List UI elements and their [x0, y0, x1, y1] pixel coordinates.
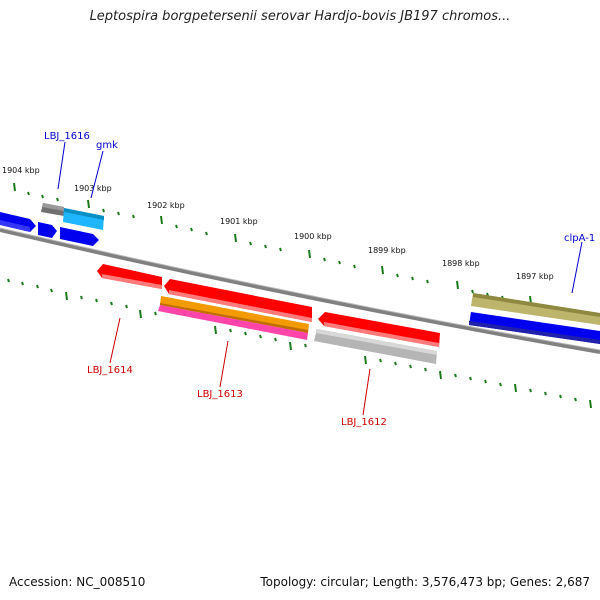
label-lbj1613[interactable]: LBJ_1613: [197, 389, 243, 400]
label-lbj1612[interactable]: LBJ_1612: [341, 417, 387, 428]
scale-label-1904: 1904 kbp: [2, 166, 40, 175]
inner-tick-ring: [7, 278, 592, 409]
scale-label-1903: 1903 kbp: [74, 184, 112, 193]
accession-text: Accession: NC_008510: [9, 575, 146, 589]
scale-labels: 1904 kbp 1903 kbp 1902 kbp 1901 kbp 1900…: [2, 166, 554, 281]
scale-label-1899: 1899 kbp: [368, 246, 406, 255]
gene-labels: LBJ_1616 gmk clpA-1 LBJ_1614 LBJ_1613 LB…: [44, 131, 595, 428]
label-leaders: [57, 141, 583, 416]
scale-label-1897: 1897 kbp: [516, 272, 554, 281]
reverse-strand-genes: [97, 264, 440, 364]
gene-forward-left-3[interactable]: [60, 227, 99, 246]
forward-strand-genes: [0, 203, 600, 344]
scale-label-1900: 1900 kbp: [294, 232, 332, 241]
gene-forward-left-2[interactable]: [38, 222, 57, 238]
scale-label-1898: 1898 kbp: [442, 259, 480, 268]
scale-label-1902: 1902 kbp: [147, 201, 185, 210]
label-lbj1616[interactable]: LBJ_1616: [44, 131, 90, 142]
map-title: Leptospira borgpetersenii serovar Hardjo…: [89, 9, 511, 24]
scale-label-1901: 1901 kbp: [220, 217, 258, 226]
label-gmk[interactable]: gmk: [96, 140, 118, 151]
chromosome-backbone: [0, 228, 600, 354]
gene-lbj1613-magenta[interactable]: [158, 305, 308, 340]
label-clpA-1[interactable]: clpA-1: [564, 233, 595, 244]
label-lbj1614[interactable]: LBJ_1614: [87, 365, 133, 376]
genome-summary-text: Topology: circular; Length: 3,576,473 bp…: [260, 575, 590, 589]
